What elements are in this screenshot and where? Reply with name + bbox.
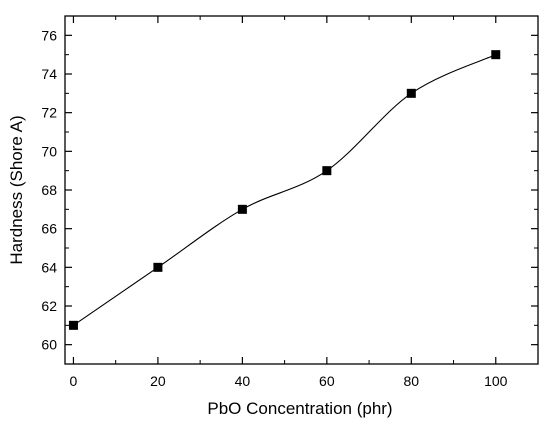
plot-area <box>64 15 539 365</box>
y-tick-label: 62 <box>41 298 57 314</box>
data-point <box>237 204 247 214</box>
x-tick-label: 80 <box>404 373 420 389</box>
x-tick-label: 40 <box>235 373 251 389</box>
x-tick-label: 20 <box>150 373 166 389</box>
y-tick-label: 66 <box>41 221 57 237</box>
data-point <box>491 50 501 60</box>
y-tick-label: 76 <box>41 27 57 43</box>
x-axis-title: PbO Concentration (phr) <box>207 399 392 418</box>
data-series <box>68 50 501 330</box>
x-tick-label: 60 <box>319 373 335 389</box>
y-tick-label: 60 <box>41 337 57 353</box>
series-line <box>73 54 496 326</box>
y-tick-label: 64 <box>41 259 57 275</box>
data-point <box>153 262 163 272</box>
data-point <box>406 88 416 98</box>
plot-border <box>64 15 539 365</box>
y-tick-label: 74 <box>41 66 57 82</box>
data-point <box>322 166 332 176</box>
y-tick-label: 70 <box>41 143 57 159</box>
y-tick-label: 72 <box>41 105 57 121</box>
x-tick-label: 100 <box>484 373 508 389</box>
y-tick-label: 68 <box>41 182 57 198</box>
data-point <box>68 320 78 330</box>
x-axis-ticks: 0 20 40 60 80 100 <box>70 16 508 389</box>
x-tick-label: 0 <box>70 373 78 389</box>
y-axis-ticks: 60 62 64 66 68 70 72 74 76 <box>41 27 538 353</box>
y-axis-title: Hardness (Shore A) <box>7 115 26 264</box>
